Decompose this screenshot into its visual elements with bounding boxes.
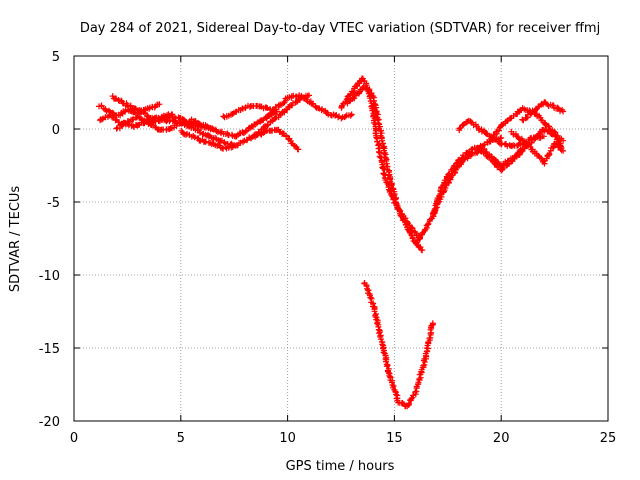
x-tick-label: 0: [70, 431, 78, 446]
y-tick-label: -15: [39, 342, 60, 357]
x-axis-label: GPS time / hours: [286, 459, 395, 474]
plot-frame: [73, 55, 609, 422]
series-arc-13: [413, 134, 505, 246]
series-arc-9: [263, 92, 355, 122]
data-marks-arc-9: [263, 92, 355, 122]
data-marks-arc-17: [508, 128, 567, 167]
y-axis-label: SDTVAR / TECUs: [8, 186, 23, 293]
data-points: [96, 75, 567, 410]
series-arc-11: [344, 84, 426, 254]
data-marks-arc-7: [220, 102, 280, 121]
axis-ticks: 0 5 10 15 20 25 5 0 -5 -10 -15 -20: [39, 50, 617, 446]
y-tick-label: -10: [39, 269, 60, 284]
y-tick-label: 5: [52, 50, 60, 65]
x-tick-label: 10: [279, 431, 296, 446]
y-tick-label: -20: [39, 415, 60, 430]
x-tick-label: 25: [600, 431, 617, 446]
x-tick-label: 15: [386, 431, 403, 446]
data-marks-arc-19: [477, 126, 567, 170]
data-marks-arc-18: [519, 99, 567, 124]
y-tick-label: 0: [52, 123, 60, 138]
chart-title: Day 284 of 2021, Sidereal Day-to-day VTE…: [80, 21, 600, 36]
series-arc-8: [252, 126, 302, 153]
series-arc-12: [361, 280, 436, 410]
data-marks-arc-12: [361, 280, 436, 410]
data-marks-arc-13: [413, 134, 505, 246]
data-marks-arc-11: [344, 84, 426, 254]
series-arc-17: [508, 128, 567, 167]
series-arc-7: [220, 102, 280, 121]
series-arc-18: [519, 99, 567, 124]
x-tick-label: 5: [177, 431, 185, 446]
data-marks-arc-8: [252, 126, 302, 153]
series-arc-5: [145, 108, 280, 140]
series-arc-19: [477, 126, 567, 170]
y-tick-label: -5: [47, 196, 60, 211]
data-marks-arc-5: [145, 108, 280, 140]
x-tick-label: 20: [493, 431, 510, 446]
